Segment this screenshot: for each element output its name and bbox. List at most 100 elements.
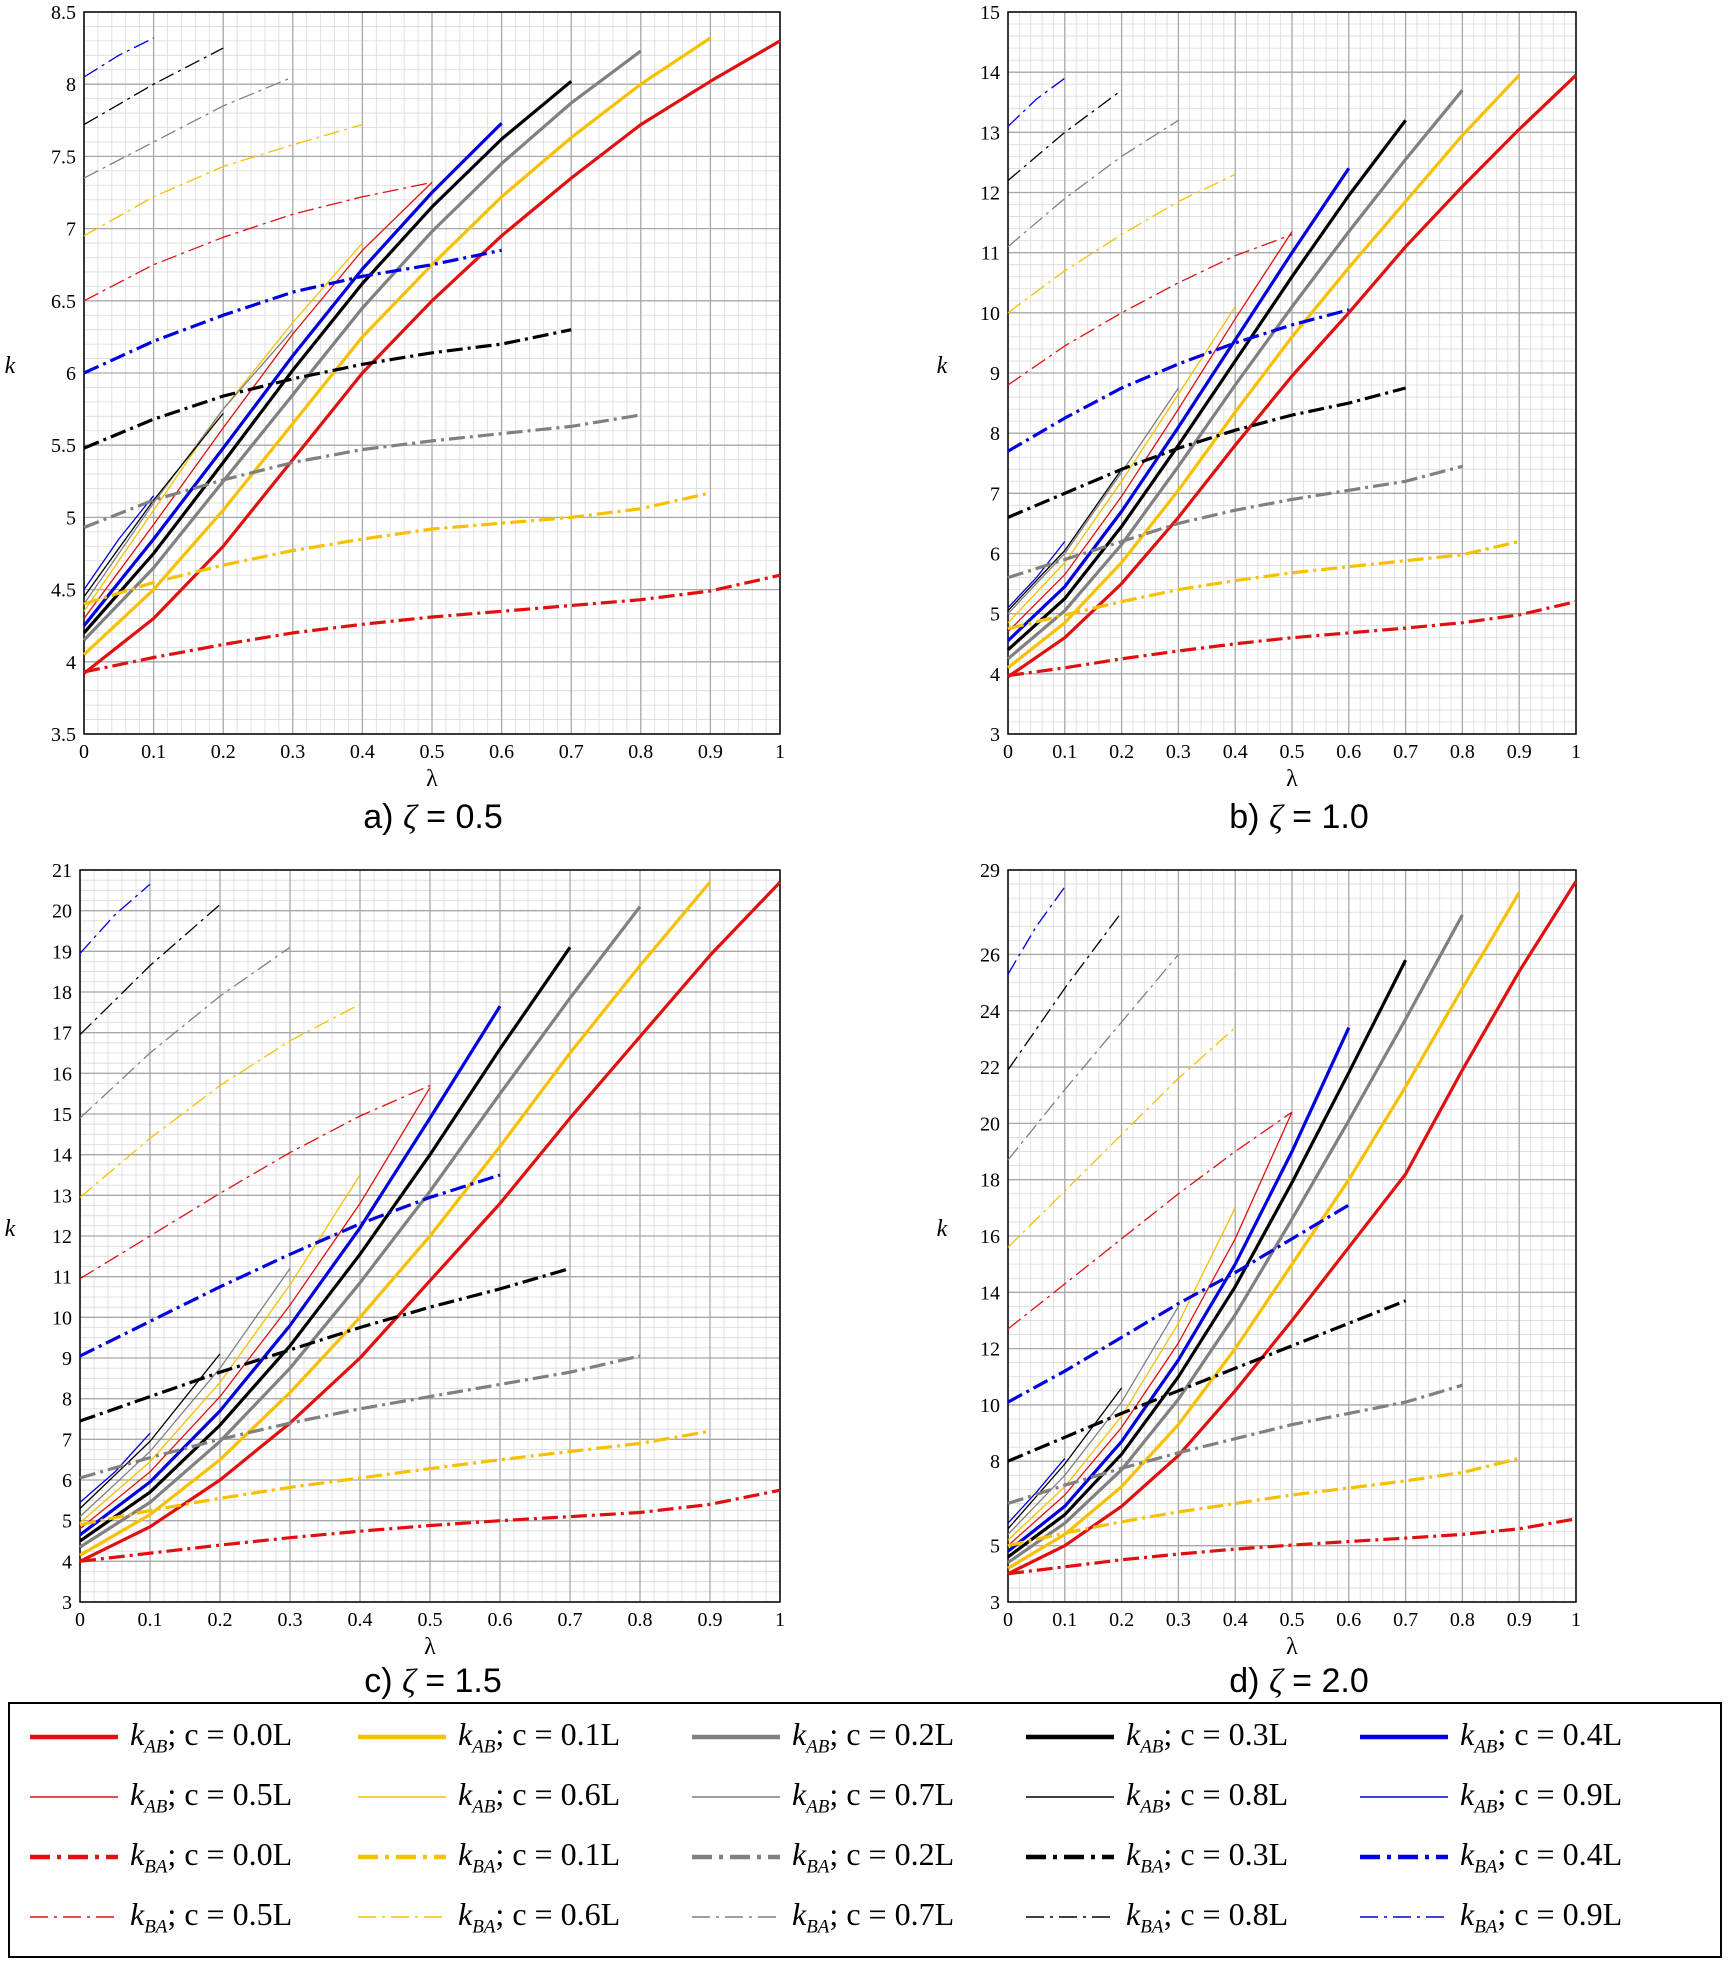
legend-label: kBA; c = 0.2L: [792, 1835, 955, 1878]
y-tick-label: 6.5: [51, 291, 76, 313]
series-group: [82, 36, 781, 675]
y-axis-label: k: [5, 1216, 16, 1242]
x-tick-label: 0.6: [1336, 741, 1361, 763]
x-axis-label: λ: [1286, 766, 1298, 790]
legend-label: kBA; c = 0.4L: [1460, 1835, 1623, 1878]
chart-panel-c: 0 0.1 0.2 0.3 0.4 0.5 0.6 0.7 0.8 0.9 1 3 4 5 6 7 8 9 10 11…: [0, 858, 866, 1660]
series-line: [79, 904, 221, 1036]
series-line: [1007, 1207, 1236, 1541]
x-tick-label: 0.4: [348, 1609, 373, 1631]
y-tick-label: 3: [62, 1592, 72, 1614]
legend-label: kBA; c = 0.8L: [1126, 1895, 1289, 1938]
y-tick-label: 8: [66, 74, 76, 96]
y-tick-label: 12: [980, 1339, 1000, 1361]
y-tick-label: 7: [66, 219, 76, 241]
series-line: [1007, 1027, 1236, 1248]
legend-label: kAB; c = 0.6L: [458, 1775, 621, 1818]
legend-item: kBA; c = 0.5L: [28, 1892, 292, 1942]
y-tick-label: 10: [52, 1307, 72, 1329]
y-tick-label: 9: [62, 1348, 72, 1370]
legend-label: kAB; c = 0.8L: [1126, 1775, 1289, 1818]
series-line: [1007, 387, 1179, 615]
y-tick-label: 18: [52, 982, 72, 1004]
legend-label: kBA; c = 0.1L: [458, 1835, 621, 1878]
legend-label: kBA; c = 0.5L: [130, 1895, 293, 1938]
series-line: [79, 1087, 431, 1530]
y-tick-label: 3.5: [51, 724, 76, 746]
x-tick-label: 0.6: [1336, 1609, 1361, 1631]
series-line: [1007, 119, 1179, 248]
y-tick-label: 15: [980, 2, 1000, 24]
y-tick-label: 4.5: [51, 580, 76, 602]
series-line: [79, 1429, 711, 1527]
y-tick-label: 13: [52, 1185, 72, 1207]
plot-frame: [79, 869, 781, 1603]
legend-label: kAB; c = 0.3L: [1126, 1715, 1289, 1758]
legend-label: kBA; c = 0.7L: [792, 1895, 955, 1938]
legend-item: kBA; c = 0.2L: [690, 1832, 954, 1882]
series-line: [79, 1084, 431, 1280]
series-line: [79, 881, 782, 1563]
series-line: [1007, 233, 1293, 386]
caption-c: c) ζ = 1.5: [364, 1662, 502, 1700]
y-tick-label: 8.5: [51, 2, 76, 24]
series-line: [1007, 914, 1464, 1564]
x-tick-label: 0.2: [1109, 741, 1134, 763]
x-tick-label: 0.1: [141, 741, 166, 763]
legend-swatch: [358, 1796, 446, 1798]
chart-panel-b: 0 0.1 0.2 0.3 0.4 0.5 0.6 0.7 0.8 0.9 1 3 4 5 6 7 8 9 10 11…: [866, 0, 1732, 792]
legend-label: kBA; c = 0.6L: [458, 1895, 621, 1938]
legend-label: kAB; c = 0.1L: [458, 1715, 621, 1758]
series-line: [83, 76, 294, 179]
x-tick-label: 0.7: [558, 1609, 583, 1631]
series-line: [83, 37, 154, 78]
x-tick-label: 0: [1003, 1609, 1013, 1631]
y-tick-label: 8: [990, 1451, 1000, 1473]
legend-item: kBA; c = 0.0L: [28, 1832, 292, 1882]
legend-item: kBA; c = 0.7L: [690, 1892, 954, 1942]
legend-item: kAB; c = 0.2L: [690, 1712, 954, 1762]
legend-label: kBA; c = 0.0L: [130, 1835, 293, 1878]
y-tick-label: 8: [990, 423, 1000, 445]
y-tick-label: 6: [990, 544, 1000, 566]
series-line: [79, 1005, 502, 1537]
caption-a: a) ζ = 0.5: [363, 798, 503, 836]
series-line: [83, 248, 502, 375]
legend-swatch: [1026, 1796, 1114, 1798]
chart-svg: 0 0.1 0.2 0.3 0.4 0.5 0.6 0.7 0.8 0.9 1 3.5 4 4.5 5 5.5…: [5, 2, 785, 792]
series-line: [1007, 886, 1066, 975]
series-line: [1007, 1517, 1577, 1576]
legend-label: kAB; c = 0.5L: [130, 1775, 293, 1818]
y-tick-label: 22: [980, 1057, 1000, 1079]
series-line: [1007, 1203, 1350, 1404]
series-line: [1007, 468, 1123, 612]
series-line: [1007, 231, 1293, 633]
series-line: [1006, 167, 1351, 642]
series-line: [1007, 306, 1236, 624]
major-grid: [79, 869, 781, 1603]
y-tick-label: 4: [990, 664, 1000, 686]
y-tick-label: 10: [980, 303, 1000, 325]
series-line: [83, 181, 433, 302]
series-line: [83, 573, 781, 674]
y-tick-label: 11: [53, 1267, 72, 1289]
caption-b: b) ζ = 1.0: [1229, 798, 1369, 836]
y-tick-label: 15: [52, 1104, 72, 1126]
x-tick-label: 1: [1571, 741, 1581, 763]
legend-item: kBA; c = 0.6L: [356, 1892, 620, 1942]
series-line: [83, 412, 224, 598]
series-line: [79, 1488, 781, 1563]
chart-svg: 0 0.1 0.2 0.3 0.4 0.5 0.6 0.7 0.8 0.9 134567891011…: [5, 860, 785, 1660]
series-line: [1007, 1387, 1123, 1530]
y-tick-label: 3: [990, 724, 1000, 746]
legend-swatch: [30, 1916, 118, 1918]
x-axis-label: λ: [424, 1634, 436, 1658]
series-line: [1007, 911, 1123, 1071]
x-tick-label: 0.5: [1280, 741, 1305, 763]
series-line: [79, 1003, 361, 1198]
y-tick-label: 8: [62, 1389, 72, 1411]
series-line: [1007, 891, 1521, 1570]
legend-swatch: [692, 1796, 780, 1798]
legend-swatch: [1360, 1916, 1448, 1918]
series-line: [1007, 1383, 1463, 1506]
